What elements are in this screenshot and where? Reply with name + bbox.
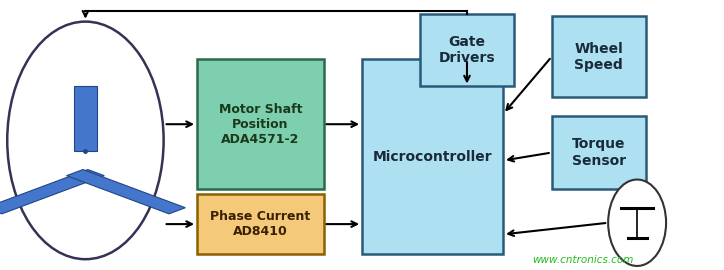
Ellipse shape: [7, 22, 164, 259]
Polygon shape: [67, 170, 185, 214]
FancyBboxPatch shape: [362, 59, 503, 254]
Text: Wheel
Speed: Wheel Speed: [574, 42, 623, 72]
FancyBboxPatch shape: [197, 194, 324, 254]
FancyBboxPatch shape: [197, 59, 324, 189]
Polygon shape: [0, 170, 104, 214]
Text: Gate
Drivers: Gate Drivers: [439, 35, 495, 65]
FancyBboxPatch shape: [552, 16, 646, 97]
Text: www.cntronics.com: www.cntronics.com: [532, 255, 634, 265]
Ellipse shape: [608, 180, 666, 266]
FancyBboxPatch shape: [552, 116, 646, 189]
FancyBboxPatch shape: [420, 14, 514, 86]
FancyBboxPatch shape: [74, 86, 97, 151]
Text: Torque
Sensor: Torque Sensor: [572, 137, 626, 168]
Text: Phase Current
AD8410: Phase Current AD8410: [210, 210, 311, 238]
Text: Microcontroller: Microcontroller: [373, 150, 492, 164]
Text: Motor Shaft
Position
ADA4571-2: Motor Shaft Position ADA4571-2: [219, 103, 302, 146]
